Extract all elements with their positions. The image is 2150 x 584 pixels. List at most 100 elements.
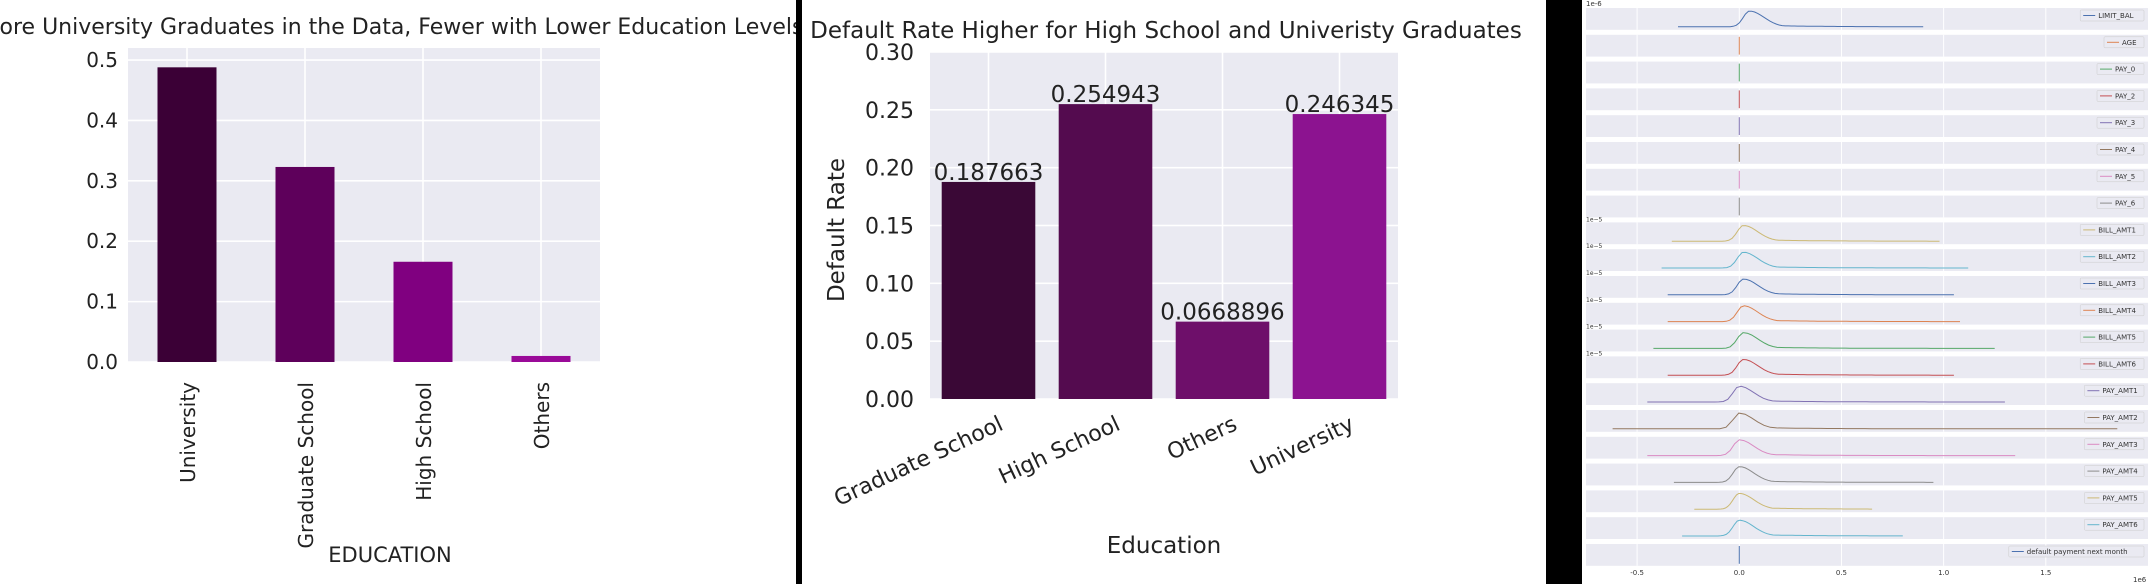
offset-label: 1e−5: [1586, 297, 1603, 304]
y-tick-label: 0.10: [865, 272, 914, 297]
subplot-background: [1586, 8, 2148, 30]
x-tick-label: 0.5: [1836, 569, 1847, 577]
legend-box: [2084, 518, 2145, 531]
density-line: [1678, 10, 1924, 28]
y-tick-label: 0.15: [865, 215, 914, 240]
density-subplots: 1e-6 1e6 LIMIT_BAL AGE PAY_0 PAY_2 PAY_3 PAY_…: [1586, 0, 2148, 584]
subplot-background: [1586, 249, 2148, 271]
y-tick-label: 0.0: [86, 350, 118, 374]
subplot-background: [1586, 142, 2148, 164]
y-tick-label: 0.05: [865, 330, 914, 355]
density-series: [1671, 225, 1940, 242]
x-tick-label: 1.0: [1938, 569, 1949, 577]
bar: [275, 166, 335, 362]
density-line: [1671, 225, 1940, 242]
subplot-background: [1586, 544, 2148, 566]
density-line: [1667, 305, 1960, 323]
legend-box: [2079, 277, 2145, 290]
legend-box: [2084, 492, 2145, 504]
bar-data-label: 0.254943: [1051, 82, 1161, 108]
x-tick-label: 0.0: [1734, 569, 1745, 577]
legend-box: [2079, 9, 2145, 22]
legend-box: [2079, 358, 2145, 370]
legend-box: [2096, 143, 2145, 156]
subplot-background: [1586, 115, 2148, 137]
density-series: [1667, 305, 1960, 323]
offset-label: 1e−5: [1586, 270, 1603, 277]
density-series: [1653, 332, 1995, 349]
bar-data-label: 0.0668896: [1160, 300, 1284, 326]
legend-label: BILL_AMT1: [2098, 226, 2136, 234]
legend-label: PAY_AMT5: [2102, 494, 2137, 502]
legend-box: [2079, 250, 2145, 263]
bar: [941, 181, 1036, 399]
y-tick-label: 0.4: [86, 108, 118, 132]
legend-label: default payment next month: [2027, 548, 2128, 556]
bar: [393, 261, 453, 362]
legend-label: PAY_AMT1: [2102, 387, 2137, 395]
density-line: [1647, 385, 2005, 403]
legend-label: BILL_AMT6: [2098, 360, 2136, 368]
x-axis-label: EDUCATION: [328, 543, 451, 567]
legend-box: [2084, 465, 2145, 477]
density-line: [1673, 466, 1934, 483]
density-series: [1661, 251, 1969, 269]
density-series: [1647, 385, 2005, 403]
subplot-background: [1586, 88, 2148, 111]
density-series: [1667, 278, 1954, 296]
offset-label: 1e−5: [1586, 324, 1603, 331]
offset-label: 1e−5: [1586, 216, 1603, 223]
subplot-background: [1586, 329, 2148, 352]
bar: [1292, 114, 1387, 400]
density-series: [1682, 519, 1903, 537]
legend-label: PAY_AMT3: [2102, 441, 2137, 449]
y-tick-label: 0.5: [86, 48, 118, 72]
default-rate-chart-panel: Default Rate Higher for High School and …: [802, 0, 1546, 584]
top-offset-label: 1e-6: [1586, 0, 1602, 8]
density-line: [1667, 358, 1954, 376]
subplot-background: [1586, 276, 2148, 298]
density-line: [1653, 332, 1995, 349]
density-series: [1667, 358, 1954, 376]
legend-label: PAY_3: [2115, 119, 2135, 127]
offset-label: 1e−5: [1586, 243, 1603, 250]
density-line: [1661, 251, 1969, 269]
legend-label: BILL_AMT2: [2098, 253, 2136, 261]
legend-box: [2084, 384, 2145, 397]
bottom-offset-label: 1e6: [2133, 576, 2147, 584]
x-tick-label: Others: [1163, 412, 1241, 466]
legend-label: PAY_4: [2115, 146, 2136, 154]
density-line: [1682, 519, 1903, 537]
legend-box: [2096, 63, 2145, 75]
x-tick-label: -0.5: [1630, 569, 1644, 577]
legend-box: [2096, 170, 2145, 183]
density-subplots-panel: 1e-6 1e6 LIMIT_BAL AGE PAY_0 PAY_2 PAY_3 PAY_…: [1582, 0, 2150, 584]
density-line: [1647, 439, 2016, 457]
density-line: [1612, 412, 2118, 430]
legend-label: PAY_AMT6: [2102, 521, 2138, 529]
y-tick-label: 0.3: [86, 169, 118, 193]
legend-label: PAY_AMT4: [2102, 468, 2138, 476]
bar: [157, 67, 217, 363]
y-tick-label: 0.1: [86, 290, 118, 314]
education-count-chart: More University Graduates in the Data, F…: [0, 15, 796, 567]
y-tick-label: 0.30: [865, 41, 914, 66]
legend-box: [2096, 116, 2145, 129]
density-line: [1694, 493, 1873, 510]
bar-data-label: 0.246345: [1285, 92, 1395, 118]
y-tick-label: 0.2: [86, 229, 118, 253]
y-axis-label: Default Rate: [824, 158, 850, 302]
subplot-background: [1586, 61, 2148, 84]
legend-label: BILL_AMT5: [2098, 334, 2136, 342]
subplot-background: [1586, 222, 2148, 245]
x-tick-label: University: [176, 382, 200, 483]
density-series: [1694, 493, 1873, 510]
bar: [1175, 321, 1270, 399]
legend-label: BILL_AMT4: [2098, 307, 2136, 315]
y-tick-label: 0.20: [865, 157, 914, 182]
x-tick-label: Graduate School: [830, 412, 1007, 512]
legend-label: PAY_5: [2115, 173, 2135, 181]
chart-title: Default Rate Higher for High School and …: [810, 18, 1522, 44]
subplot-background: [1586, 168, 2148, 191]
legend-label: AGE: [2122, 39, 2137, 47]
